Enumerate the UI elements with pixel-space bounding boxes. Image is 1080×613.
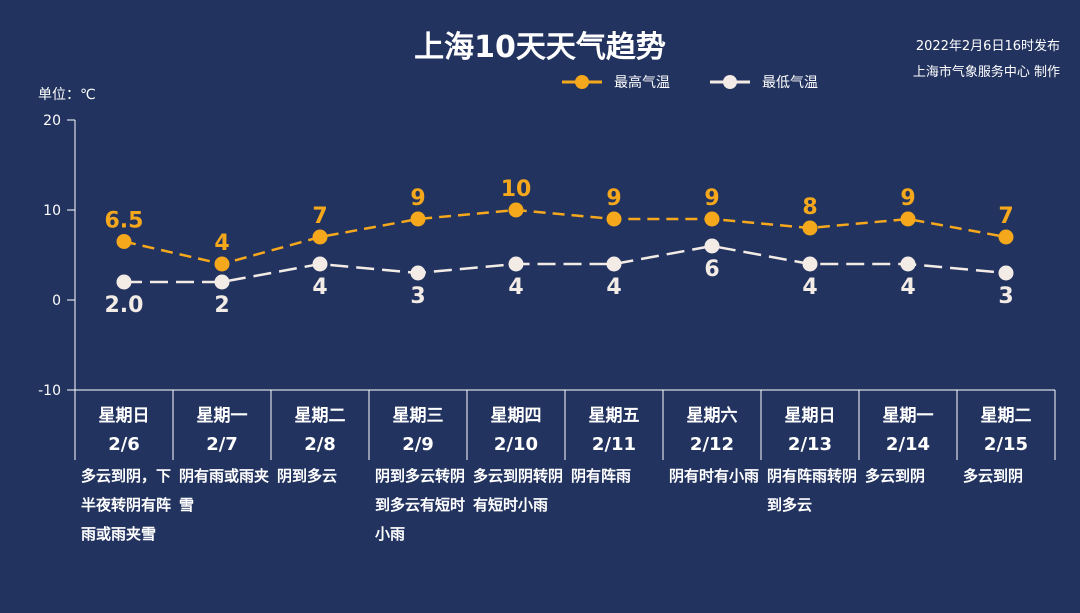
weekday-label: 星期四 — [491, 406, 542, 426]
legend-label-high: 最高气温 — [614, 75, 670, 91]
low-temp-point — [998, 265, 1014, 281]
chart-title: 上海10天天气趋势 — [414, 30, 666, 65]
high-temp-point — [410, 211, 426, 227]
low-temp-line — [124, 244, 1007, 284]
high-temp-point — [606, 211, 622, 227]
date-label: 2/14 — [886, 434, 930, 455]
low-temp-point — [410, 265, 426, 281]
high-temp-point — [214, 256, 230, 272]
high-temp-label: 8 — [802, 195, 817, 220]
weather-description: 阴有雨或雨夹雪 — [179, 467, 270, 514]
y-axis-unit: 单位：℃ — [38, 87, 96, 103]
weekday-label: 星期二 — [295, 406, 346, 426]
high-temp-point — [116, 234, 132, 249]
low-temp-point — [214, 274, 230, 290]
weekday-label: 星期五 — [589, 406, 640, 426]
weather-description: 阴到多云 — [277, 467, 338, 485]
legend-high-marker-icon — [562, 75, 602, 89]
weather-description: 多云到阴 — [865, 467, 926, 485]
high-temp-point — [508, 202, 524, 218]
publisher: 上海市气象服务中心 制作 — [912, 65, 1060, 80]
low-temp-point — [606, 256, 622, 272]
high-temp-label: 7 — [312, 204, 327, 229]
low-temp-label: 2.0 — [105, 293, 144, 318]
high-temp-line — [123, 208, 1007, 266]
low-temp-label: 3 — [998, 284, 1013, 309]
low-temp-label: 4 — [606, 275, 621, 300]
low-temp-label: 4 — [508, 275, 523, 300]
date-label: 2/6 — [108, 434, 140, 455]
low-temp-label: 4 — [312, 275, 327, 300]
high-temp-label: 10 — [501, 177, 532, 202]
high-temp-point — [900, 211, 916, 227]
weather-description: 阴有时有小雨 — [669, 467, 760, 485]
high-temp-label: 7 — [998, 204, 1013, 229]
y-tick-label: 0 — [52, 293, 61, 309]
low-temp-label: 2 — [214, 293, 229, 318]
date-label: 2/8 — [304, 434, 336, 455]
y-tick-label: 20 — [43, 113, 61, 129]
high-temp-point — [312, 229, 328, 245]
legend-label-low: 最低气温 — [762, 75, 818, 91]
date-label: 2/10 — [494, 434, 538, 455]
high-temp-label: 9 — [900, 186, 915, 211]
low-temp-label: 4 — [802, 275, 817, 300]
weather-description: 多云到阴转阴有短时小雨 — [473, 467, 564, 514]
weekday-label: 星期一 — [883, 406, 934, 426]
low-temp-point — [802, 256, 818, 272]
weather-description: 多云到阴 — [963, 467, 1024, 485]
date-label: 2/11 — [592, 434, 636, 455]
weather-description: 阴有阵雨 — [571, 467, 632, 485]
high-temp-label: 6.5 — [105, 209, 144, 234]
date-label: 2/15 — [984, 434, 1028, 455]
y-tick-label: -10 — [38, 383, 61, 399]
date-label: 2/12 — [690, 434, 734, 455]
weather-description: 多云到阴，下半夜转阴有阵雨或雨夹雪 — [81, 467, 172, 543]
y-tick-label: 10 — [43, 203, 61, 219]
low-temp-point — [116, 274, 132, 290]
high-temp-point — [704, 211, 720, 227]
weekday-label: 星期六 — [687, 405, 738, 426]
weekday-label: 星期日 — [99, 406, 150, 426]
date-label: 2/9 — [402, 434, 434, 455]
high-temp-point — [998, 229, 1014, 245]
date-label: 2/13 — [788, 434, 832, 455]
low-temp-point — [704, 238, 720, 254]
date-label: 2/7 — [206, 434, 238, 455]
weekday-label: 星期日 — [785, 406, 836, 426]
weekday-label: 星期二 — [981, 406, 1032, 426]
legend-item-high: 最高气温 — [562, 72, 670, 92]
legend-low-marker-icon — [710, 75, 750, 89]
high-temp-label: 9 — [704, 186, 719, 211]
high-temp-label: 4 — [214, 231, 229, 256]
weather-description: 阴有阵雨转阴到多云 — [767, 467, 858, 514]
low-temp-label: 6 — [704, 257, 719, 282]
publish-info: 2022年2月6日16时发布 上海市气象服务中心 制作 — [913, 34, 1060, 86]
low-temp-label: 3 — [410, 284, 425, 309]
weekday-label: 星期一 — [197, 406, 248, 426]
weekday-label: 星期三 — [393, 406, 444, 426]
weather-description: 阴到多云转阴到多云有短时小雨 — [375, 467, 466, 543]
legend-item-low: 最低气温 — [710, 72, 818, 92]
high-temp-point — [802, 220, 818, 236]
low-temp-point — [312, 256, 328, 272]
low-temp-point — [508, 256, 524, 272]
publish-time: 2022年2月6日16时发布 — [915, 39, 1060, 54]
high-temp-label: 9 — [606, 186, 621, 211]
low-temp-label: 4 — [900, 275, 915, 300]
low-temp-point — [900, 256, 916, 272]
high-temp-label: 9 — [410, 186, 425, 211]
